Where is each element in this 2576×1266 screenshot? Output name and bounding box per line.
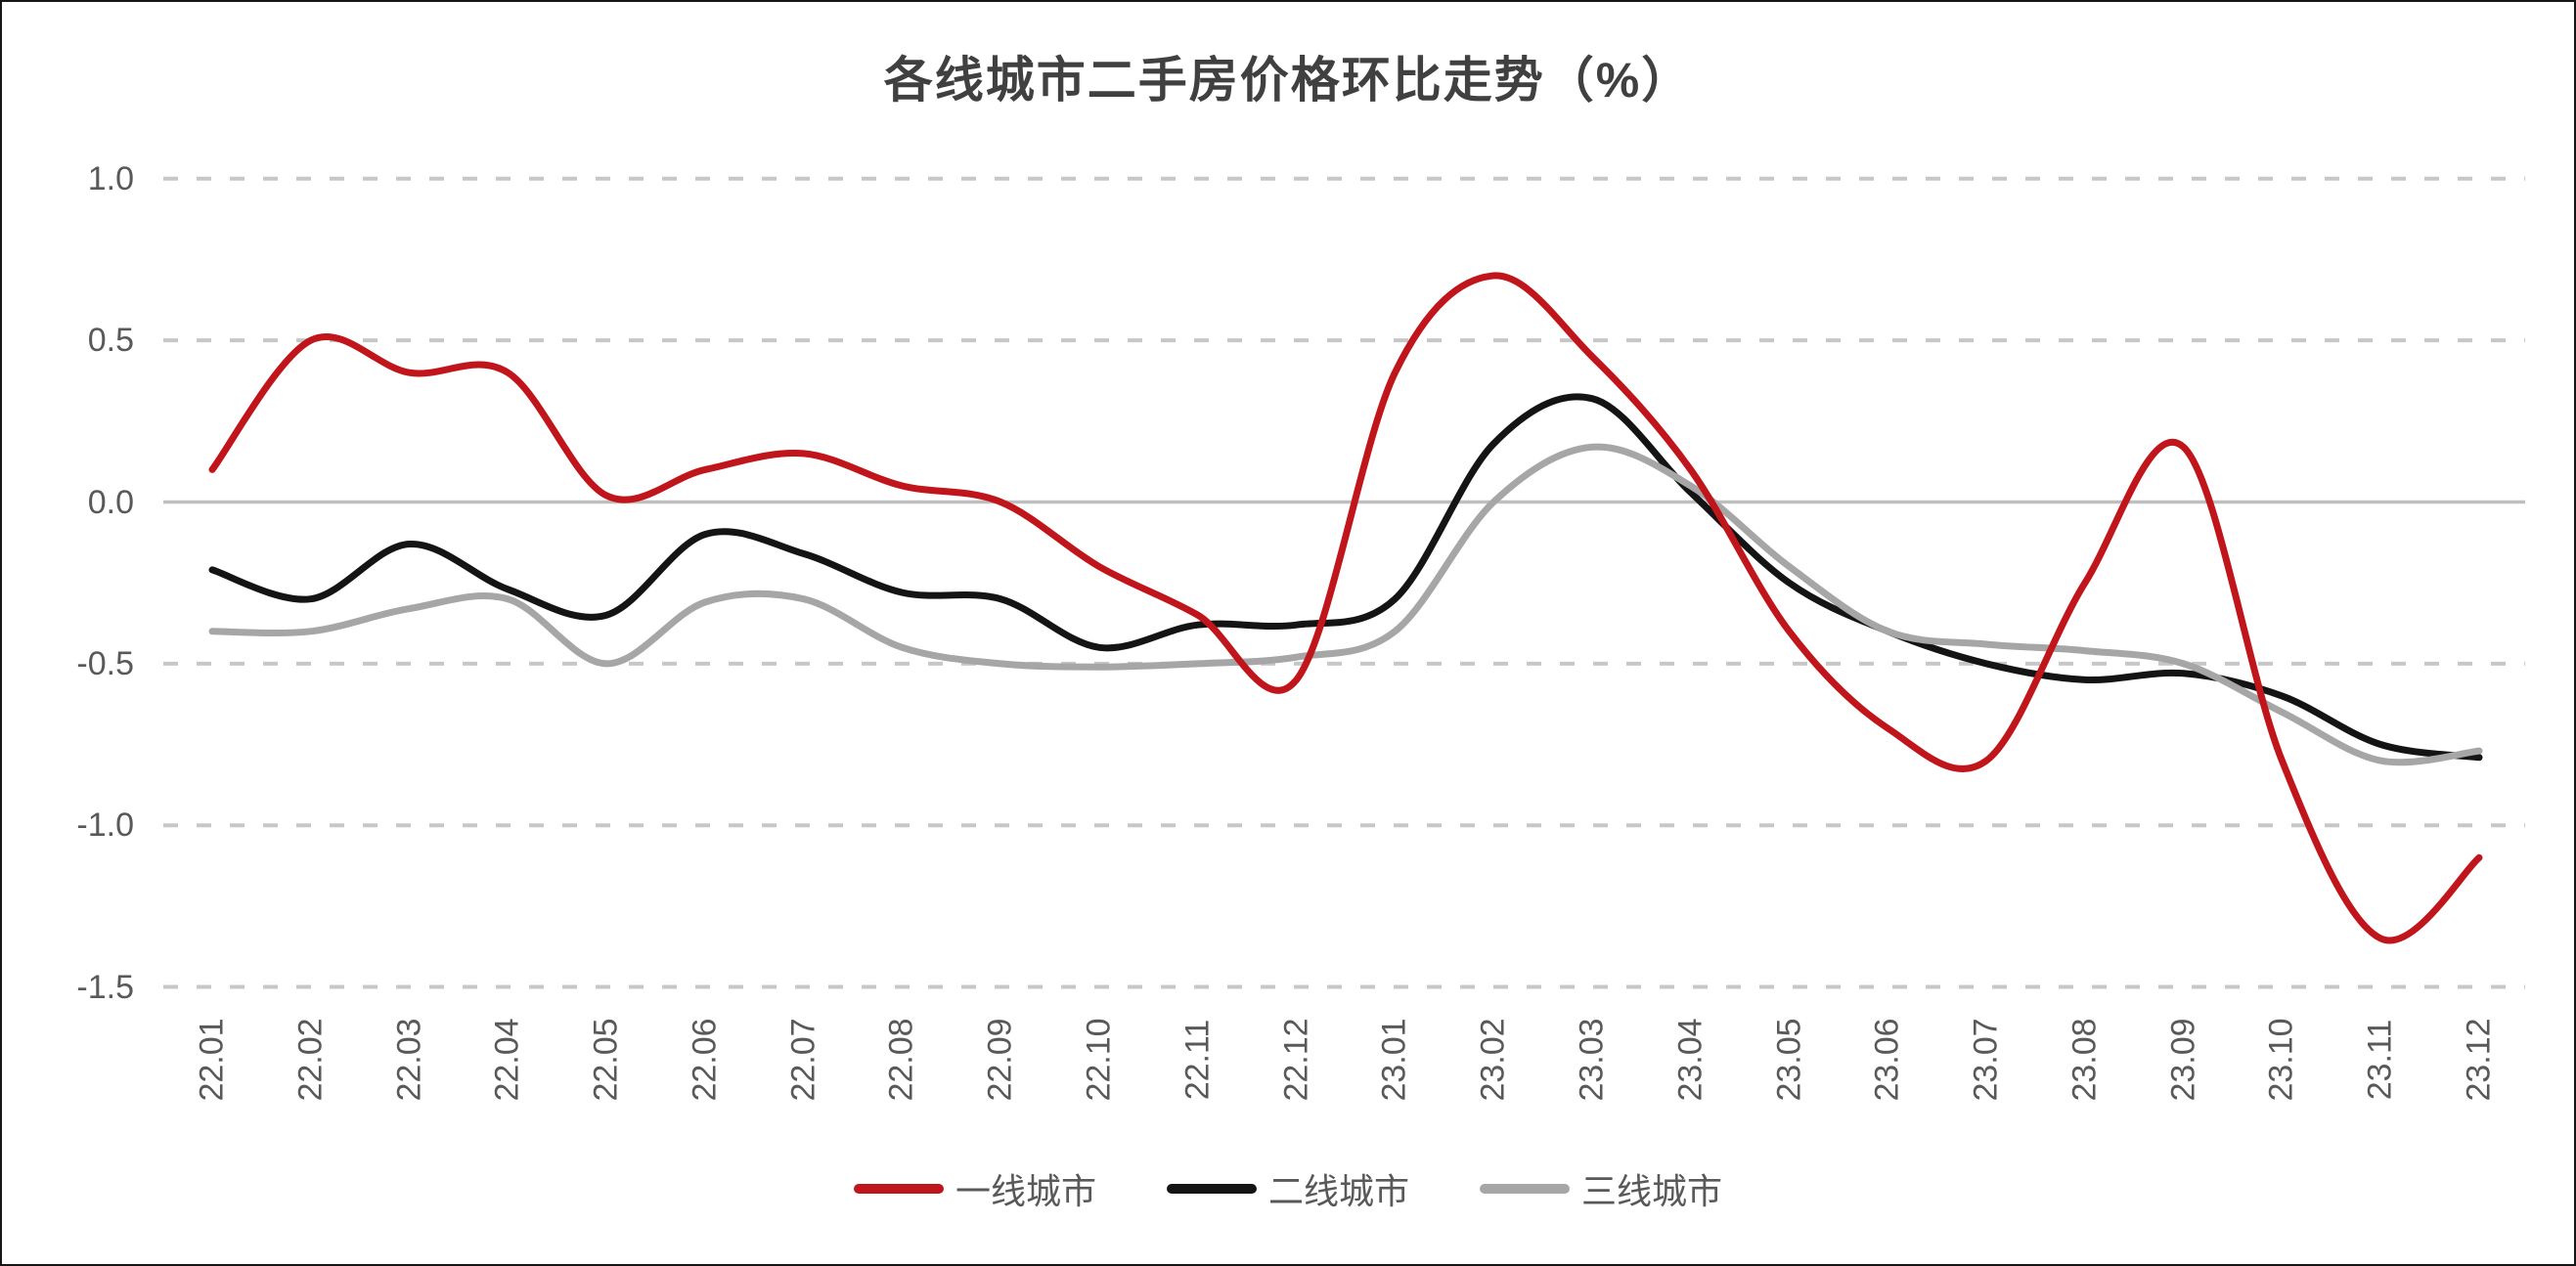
x-tick-label: 23.12: [2460, 1018, 2498, 1102]
x-tick-label: 23.11: [2361, 1019, 2399, 1101]
legend-label-tier1: 一线城市: [955, 1171, 1096, 1211]
x-tick-label: 22.01: [193, 1018, 231, 1102]
x-tick-label: 23.05: [1770, 1018, 1808, 1102]
chart-title: 各线城市二手房价格环比走势（%）: [883, 53, 1693, 108]
y-tick-label: 0.0: [87, 483, 134, 521]
x-tick-label: 22.10: [1080, 1018, 1118, 1102]
x-tick-label: 22.12: [1277, 1018, 1315, 1102]
y-tick-label: 0.5: [87, 322, 134, 360]
x-tick-label: 23.03: [1573, 1018, 1611, 1102]
x-tick-label: 22.05: [587, 1018, 625, 1102]
legend-item-tier2: 二线城市: [1166, 1163, 1409, 1214]
x-tick-label: 22.04: [488, 1018, 526, 1102]
x-tick-label: 23.07: [1967, 1018, 2005, 1102]
x-tick-label: 23.09: [2164, 1018, 2202, 1102]
tier1-line-swatch-icon: [853, 1184, 944, 1194]
x-tick-label: 22.03: [390, 1018, 428, 1102]
series-line-二线城市: [208, 393, 2483, 762]
y-tick-label: -1.5: [76, 968, 134, 1006]
series-line-三线城市: [208, 443, 2483, 766]
tier3-line-swatch-icon: [1480, 1184, 1570, 1194]
legend-label-tier3: 三线城市: [1581, 1171, 1723, 1211]
legend: 一线城市 二线城市 三线城市: [2, 1161, 2574, 1216]
x-tick-label: 22.02: [291, 1018, 330, 1102]
y-tick-label: -1.0: [76, 807, 134, 845]
legend-label-tier2: 二线城市: [1267, 1171, 1409, 1211]
y-tick-label: 1.0: [87, 159, 134, 197]
x-tick-label: 22.11: [1178, 1019, 1217, 1101]
x-tick-label: 23.04: [1671, 1018, 1710, 1102]
x-tick-label: 23.10: [2262, 1018, 2300, 1102]
x-tick-label: 22.07: [784, 1018, 822, 1102]
series-line-一线城市: [208, 272, 2483, 944]
x-tick-label: 23.06: [1868, 1018, 1906, 1102]
x-tick-label: 23.02: [1474, 1018, 1512, 1102]
legend-item-tier1: 一线城市: [853, 1163, 1096, 1214]
x-tick-label: 22.09: [981, 1018, 1019, 1102]
y-tick-label: -0.5: [76, 644, 134, 682]
x-tick-label: 23.08: [2065, 1018, 2104, 1102]
x-tick-label: 22.08: [882, 1018, 920, 1102]
x-tick-label: 22.06: [686, 1018, 724, 1102]
x-tick-label: 23.01: [1375, 1018, 1413, 1102]
legend-item-tier3: 三线城市: [1480, 1163, 1722, 1214]
tier2-line-swatch-icon: [1166, 1184, 1257, 1194]
